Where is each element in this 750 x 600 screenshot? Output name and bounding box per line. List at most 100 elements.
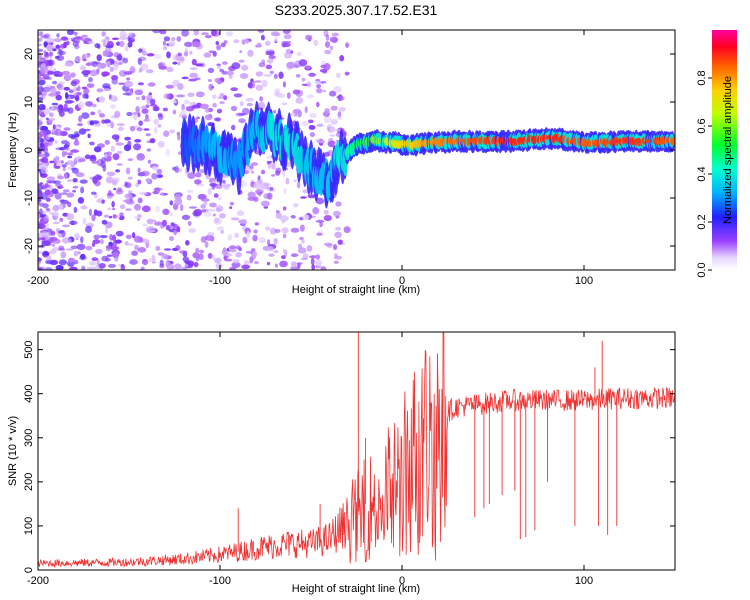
noise-speckle — [56, 83, 62, 89]
noise-speckle — [274, 88, 281, 94]
noise-speckle — [135, 96, 140, 101]
noise-speckle — [329, 45, 334, 51]
noise-speckle — [245, 97, 254, 102]
noise-speckle — [38, 94, 42, 98]
noise-speckle — [38, 43, 42, 47]
noise-speckle — [220, 230, 224, 234]
noise-speckle — [78, 101, 84, 109]
noise-speckle — [129, 259, 138, 265]
noise-speckle — [249, 256, 254, 264]
noise-speckle — [173, 229, 178, 236]
noise-speckle — [122, 57, 129, 64]
noise-speckle — [283, 188, 287, 195]
noise-speckle — [172, 203, 179, 211]
noise-speckle — [233, 39, 240, 44]
noise-speckle — [108, 215, 113, 219]
noise-speckle — [171, 36, 176, 42]
noise-speckle — [101, 199, 105, 204]
noise-speckle — [191, 58, 197, 66]
noise-speckle — [219, 213, 226, 219]
noise-speckle — [46, 176, 56, 181]
noise-speckle — [169, 236, 174, 241]
noise-speckle — [52, 124, 56, 130]
noise-speckle — [165, 148, 171, 157]
noise-speckle — [42, 73, 50, 80]
noise-speckle — [38, 183, 44, 191]
noise-speckle — [239, 180, 248, 188]
noise-speckle — [279, 260, 288, 268]
noise-speckle — [285, 48, 292, 54]
colorbar-tick-label: 0.4 — [696, 166, 708, 181]
noise-speckle — [105, 245, 113, 249]
noise-speckle — [45, 139, 52, 142]
noise-speckle — [207, 67, 215, 74]
noise-speckle — [46, 134, 51, 141]
noise-speckle — [83, 73, 89, 77]
noise-speckle — [134, 139, 142, 143]
noise-speckle — [247, 82, 256, 89]
noise-speckle — [45, 37, 55, 43]
noise-speckle — [302, 253, 309, 260]
noise-speckle — [113, 187, 117, 191]
noise-speckle — [56, 33, 60, 38]
noise-speckle — [122, 92, 131, 96]
noise-speckle — [187, 92, 195, 98]
noise-speckle — [235, 245, 241, 250]
noise-speckle — [139, 192, 147, 195]
noise-speckle — [73, 131, 80, 138]
noise-speckle — [74, 96, 79, 101]
noise-speckle — [74, 31, 78, 36]
noise-speckle — [297, 262, 301, 269]
noise-speckle — [195, 63, 204, 67]
noise-speckle — [146, 53, 155, 57]
noise-speckle — [204, 241, 209, 248]
noise-speckle — [182, 256, 190, 262]
noise-speckle — [208, 50, 215, 53]
noise-speckle — [60, 199, 69, 205]
colorbar-tick-label: 0.2 — [696, 214, 708, 229]
noise-speckle — [49, 160, 55, 164]
y-tick-label: 300 — [23, 429, 35, 447]
noise-speckle — [293, 64, 300, 69]
noise-speckle — [64, 72, 69, 77]
noise-speckle — [100, 238, 104, 245]
noise-speckle — [245, 250, 254, 254]
noise-speckle — [174, 197, 183, 206]
noise-speckle — [39, 125, 49, 131]
noise-speckle — [239, 219, 248, 225]
noise-speckle — [181, 76, 189, 80]
noise-speckle — [316, 140, 326, 144]
y-tick-label: 100 — [23, 517, 35, 535]
noise-speckle — [124, 193, 133, 199]
noise-speckle — [253, 229, 258, 234]
noise-speckle — [339, 96, 345, 101]
noise-speckle — [107, 207, 112, 211]
noise-speckle — [330, 105, 338, 111]
noise-speckle — [221, 61, 228, 65]
noise-speckle — [80, 186, 85, 194]
noise-speckle — [126, 243, 135, 246]
noise-speckle — [296, 52, 302, 56]
noise-speckle — [320, 64, 327, 69]
noise-speckle — [344, 71, 350, 76]
noise-speckle — [92, 239, 101, 245]
noise-speckle — [189, 67, 198, 71]
noise-speckle — [173, 263, 182, 270]
noise-speckle — [301, 120, 309, 127]
noise-speckle — [106, 122, 111, 127]
noise-speckle — [163, 248, 172, 251]
noise-speckle — [282, 30, 291, 34]
noise-speckle — [207, 187, 213, 195]
noise-speckle — [55, 44, 61, 49]
noise-speckle — [93, 234, 100, 240]
noise-speckle — [40, 111, 45, 116]
noise-speckle — [188, 228, 196, 234]
noise-speckle — [74, 232, 80, 240]
noise-speckle — [41, 156, 49, 164]
noise-speckle — [70, 72, 76, 78]
noise-speckle — [268, 253, 275, 257]
noise-speckle — [177, 52, 182, 57]
noise-speckle — [40, 63, 47, 68]
noise-speckle — [345, 42, 349, 48]
noise-speckle — [104, 153, 108, 159]
